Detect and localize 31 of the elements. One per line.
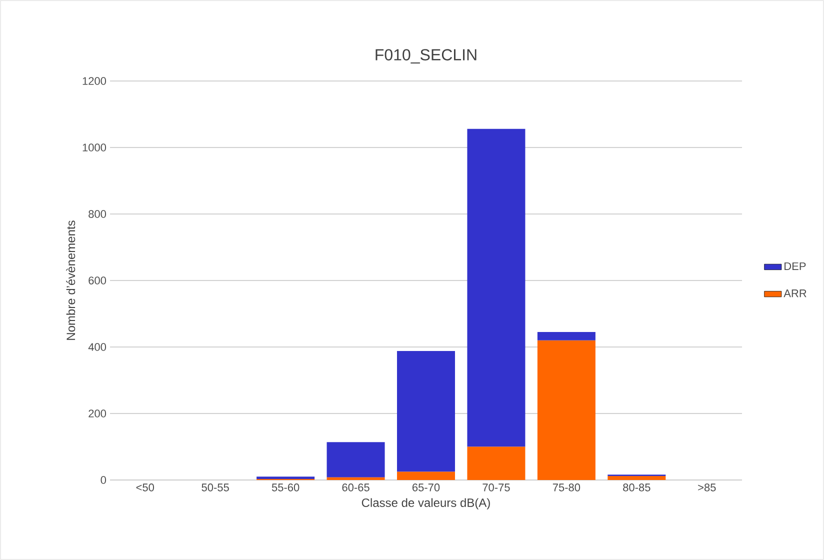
bar	[537, 340, 596, 480]
y-tick-label: 1200	[82, 77, 106, 85]
x-tick-label: <50	[136, 484, 154, 492]
y-tick-label: 600	[88, 276, 106, 284]
x-tick-label: 60-65	[342, 484, 370, 492]
bar	[326, 477, 385, 480]
bar	[467, 128, 526, 447]
bar	[397, 350, 455, 472]
bar	[608, 476, 666, 480]
chart-title: F010_SECLIN	[376, 49, 476, 64]
x-tick-label: 80-85	[623, 484, 650, 492]
y-tick-label: 800	[88, 210, 106, 218]
y-tick-label: 400	[88, 343, 106, 351]
bar	[467, 446, 526, 480]
x-tick-label: 70-75	[482, 484, 510, 492]
y-tick-label: 0	[100, 476, 106, 484]
legend-label: ARR	[784, 290, 806, 298]
y-tick-label: 1000	[82, 144, 106, 152]
x-tick-label: 50-55	[202, 484, 229, 492]
x-tick-label: 55-60	[272, 484, 300, 492]
x-tick-label: 75-80	[552, 484, 580, 492]
y-axis-title: Nombre d’évènements	[66, 220, 76, 340]
x-tick-label: 65-70	[412, 484, 440, 492]
bar	[397, 472, 455, 480]
x-tick-label: >85	[698, 484, 716, 492]
bar	[537, 332, 596, 340]
y-tick-label: 200	[88, 410, 106, 418]
legend-label: DEP	[784, 262, 806, 270]
x-axis-title: Classe de valeurs dB(A)	[362, 498, 490, 510]
bar	[326, 442, 385, 478]
bar	[256, 476, 315, 480]
